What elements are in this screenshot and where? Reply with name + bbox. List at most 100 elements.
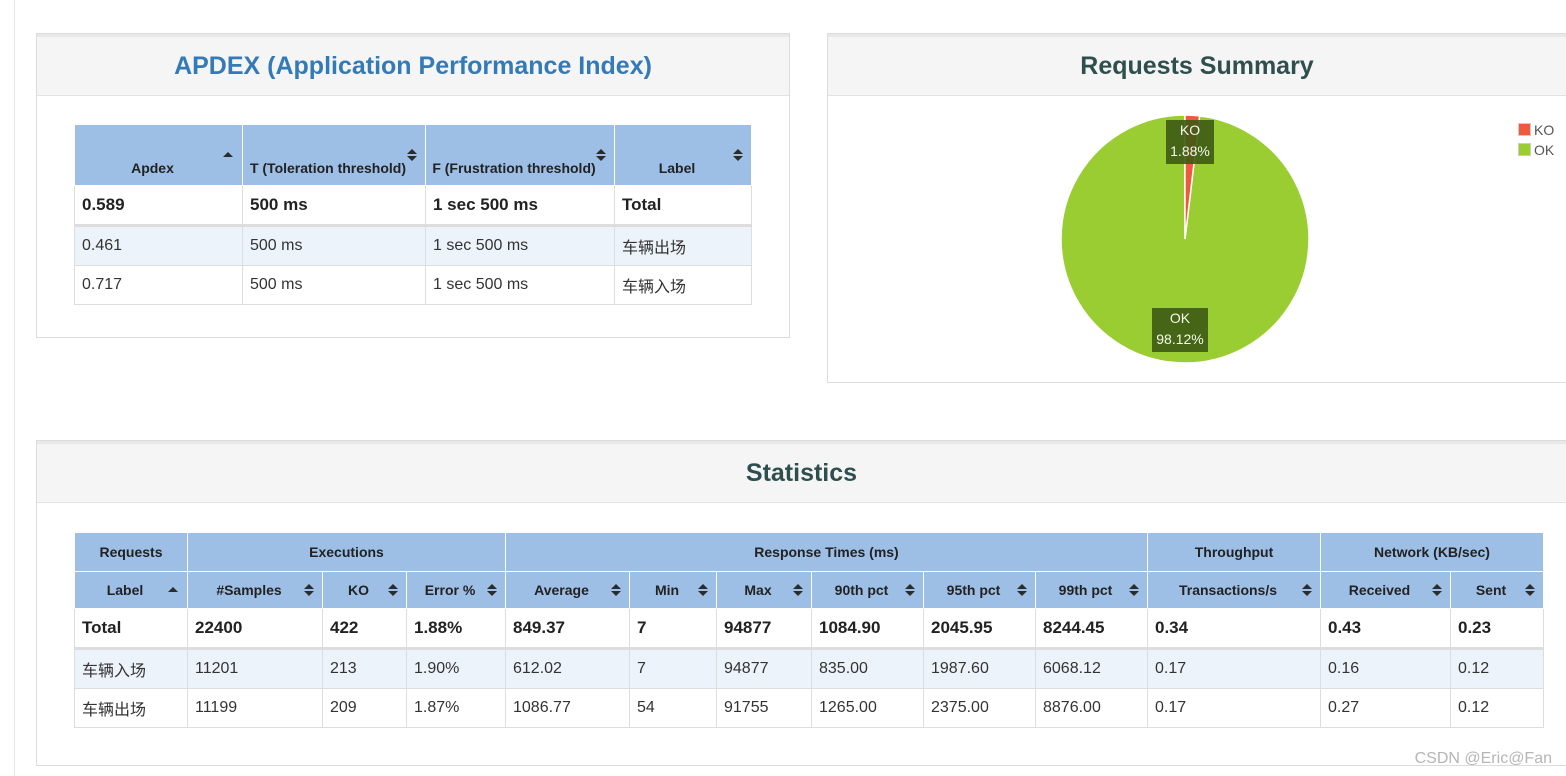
stats-cell: 94877: [716, 608, 812, 650]
left-rail: [14, 0, 15, 776]
apdex-cell: 1 sec 500 ms: [425, 225, 615, 266]
statistics-title: Statistics: [37, 441, 1566, 503]
stats-cell: 0.16: [1320, 648, 1451, 689]
legend-label-ok: OK: [1534, 142, 1555, 158]
stats-row: 车辆入场 11201 213 1.90% 612.02 7 94877 835.…: [74, 648, 1544, 689]
apdex-cell: 1 sec 500 ms: [425, 265, 615, 305]
apdex-panel: APDEX (Application Performance Index) Ap…: [36, 33, 790, 338]
col-received[interactable]: Received: [1320, 571, 1451, 609]
col-sent[interactable]: Sent: [1450, 571, 1544, 609]
legend-label-ko: KO: [1534, 122, 1555, 138]
apdex-col-label[interactable]: Label: [614, 124, 752, 186]
stats-cell: 2045.95: [923, 608, 1036, 650]
col-average[interactable]: Average: [505, 571, 630, 609]
apdex-col-apdex[interactable]: Apdex: [74, 124, 243, 186]
stats-cell: 422: [322, 608, 407, 650]
statistics-table: Requests Executions Response Times (ms) …: [74, 532, 1544, 728]
pie-label-ok-value: 98.12%: [1156, 331, 1204, 347]
apdex-row: 0.461 500 ms 1 sec 500 ms 车辆出场: [74, 225, 752, 266]
stats-cell: 0.12: [1450, 688, 1544, 728]
legend-item-ko[interactable]: KO: [1518, 120, 1554, 140]
stats-cell: 0.43: [1320, 608, 1451, 650]
stats-cell: 11201: [187, 648, 323, 689]
stats-cell: 8244.45: [1035, 608, 1148, 650]
pie-legend: KO OK: [1518, 120, 1554, 160]
apdex-col-toleration[interactable]: T (Toleration threshold): [242, 124, 426, 186]
stats-cell: 1086.77: [505, 688, 630, 728]
stats-cell: 213: [322, 648, 407, 689]
stats-cell: 7: [629, 608, 717, 650]
pie-label-ko: KO 1.88%: [1166, 120, 1214, 164]
stats-cell: 6068.12: [1035, 648, 1148, 689]
pie-label-ok: OK 98.12%: [1152, 308, 1208, 352]
group-executions: Executions: [187, 532, 506, 572]
col-max[interactable]: Max: [716, 571, 812, 609]
apdex-col-frustration[interactable]: F (Frustration threshold): [425, 124, 615, 186]
apdex-row-total: 0.589 500 ms 1 sec 500 ms Total: [74, 185, 752, 227]
stats-cell: 1084.90: [811, 608, 924, 650]
col-samples[interactable]: #Samples: [187, 571, 323, 609]
stats-cell: 1.88%: [406, 608, 506, 650]
stats-cell: 54: [629, 688, 717, 728]
col-label[interactable]: Label: [74, 571, 188, 609]
apdex-cell: Total: [614, 185, 752, 227]
apdex-cell: 500 ms: [242, 265, 426, 305]
legend-item-ok[interactable]: OK: [1518, 140, 1554, 160]
stats-cell: 612.02: [505, 648, 630, 689]
apdex-row: 0.717 500 ms 1 sec 500 ms 车辆入场: [74, 265, 752, 305]
stats-cell: 1.90%: [406, 648, 506, 689]
pie-label-ok-name: OK: [1169, 310, 1191, 326]
col-error-pct[interactable]: Error %: [406, 571, 506, 609]
stats-cell: 0.17: [1147, 688, 1321, 728]
stats-cell: 91755: [716, 688, 812, 728]
requests-summary-title: Requests Summary: [828, 34, 1566, 96]
apdex-cell: 500 ms: [242, 185, 426, 227]
stats-cell: 8876.00: [1035, 688, 1148, 728]
apdex-cell: 0.461: [74, 225, 243, 266]
stats-cell: 94877: [716, 648, 812, 689]
col-99th[interactable]: 99th pct: [1035, 571, 1148, 609]
requests-summary-panel: Requests Summary KO 1.88% OK 98.12% KO O…: [827, 33, 1566, 383]
col-transactions[interactable]: Transactions/s: [1147, 571, 1321, 609]
stats-cell: 0.23: [1450, 608, 1544, 650]
legend-swatch-ok: [1518, 143, 1531, 156]
stats-row-total: Total 22400 422 1.88% 849.37 7 94877 108…: [74, 608, 1544, 650]
pie-label-ko-value: 1.88%: [1170, 143, 1210, 159]
col-90th[interactable]: 90th pct: [811, 571, 924, 609]
pie-label-ko-name: KO: [1179, 122, 1201, 138]
statistics-panel: Statistics Requests Executions Response …: [36, 440, 1566, 766]
stats-cell: Total: [74, 608, 188, 650]
apdex-cell: 1 sec 500 ms: [425, 185, 615, 227]
col-95th[interactable]: 95th pct: [923, 571, 1036, 609]
stats-cell: 11199: [187, 688, 323, 728]
stats-cell: 835.00: [811, 648, 924, 689]
apdex-cell: 0.589: [74, 185, 243, 227]
watermark: CSDN @Eric@Fan: [1414, 750, 1552, 767]
stats-cell: 849.37: [505, 608, 630, 650]
stats-cell: 0.17: [1147, 648, 1321, 689]
group-requests: Requests: [74, 532, 188, 572]
stats-cell: 1.87%: [406, 688, 506, 728]
legend-swatch-ko: [1518, 123, 1531, 136]
stats-cell: 2375.00: [923, 688, 1036, 728]
stats-cell: 0.27: [1320, 688, 1451, 728]
stats-cell: 0.34: [1147, 608, 1321, 650]
stats-cell: 车辆出场: [74, 688, 188, 728]
stats-cell: 209: [322, 688, 407, 728]
group-network: Network (KB/sec): [1320, 532, 1544, 572]
apdex-cell: 0.717: [74, 265, 243, 305]
stats-cell: 7: [629, 648, 717, 689]
group-throughput: Throughput: [1147, 532, 1321, 572]
apdex-cell: 车辆出场: [614, 225, 752, 266]
apdex-cell: 500 ms: [242, 225, 426, 266]
stats-row: 车辆出场 11199 209 1.87% 1086.77 54 91755 12…: [74, 688, 1544, 728]
group-response-times: Response Times (ms): [505, 532, 1148, 572]
apdex-table: Apdex T (Toleration threshold) F (Frustr…: [74, 124, 752, 305]
col-ko[interactable]: KO: [322, 571, 407, 609]
apdex-cell: 车辆入场: [614, 265, 752, 305]
stats-cell: 1987.60: [923, 648, 1036, 689]
col-min[interactable]: Min: [629, 571, 717, 609]
stats-cell: 22400: [187, 608, 323, 650]
stats-cell: 车辆入场: [74, 648, 188, 689]
stats-cell: 0.12: [1450, 648, 1544, 689]
